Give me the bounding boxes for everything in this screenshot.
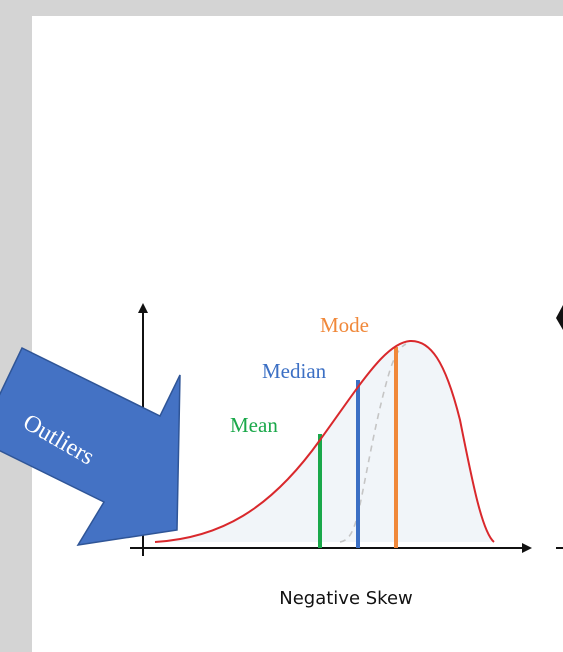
median-label: Median bbox=[262, 359, 327, 383]
mean-label: Mean bbox=[230, 413, 278, 437]
skew-curve bbox=[154, 339, 495, 543]
area-under-curve bbox=[155, 340, 494, 542]
mode-label: Mode bbox=[320, 313, 369, 337]
outliers-arrow-shape bbox=[0, 346, 181, 546]
next-diagram-y-arrow bbox=[556, 305, 563, 330]
outliers-callout-arrow: Outliers bbox=[0, 346, 181, 546]
diagram-caption: Negative Skew bbox=[279, 588, 413, 609]
slide-canvas bbox=[32, 16, 563, 652]
